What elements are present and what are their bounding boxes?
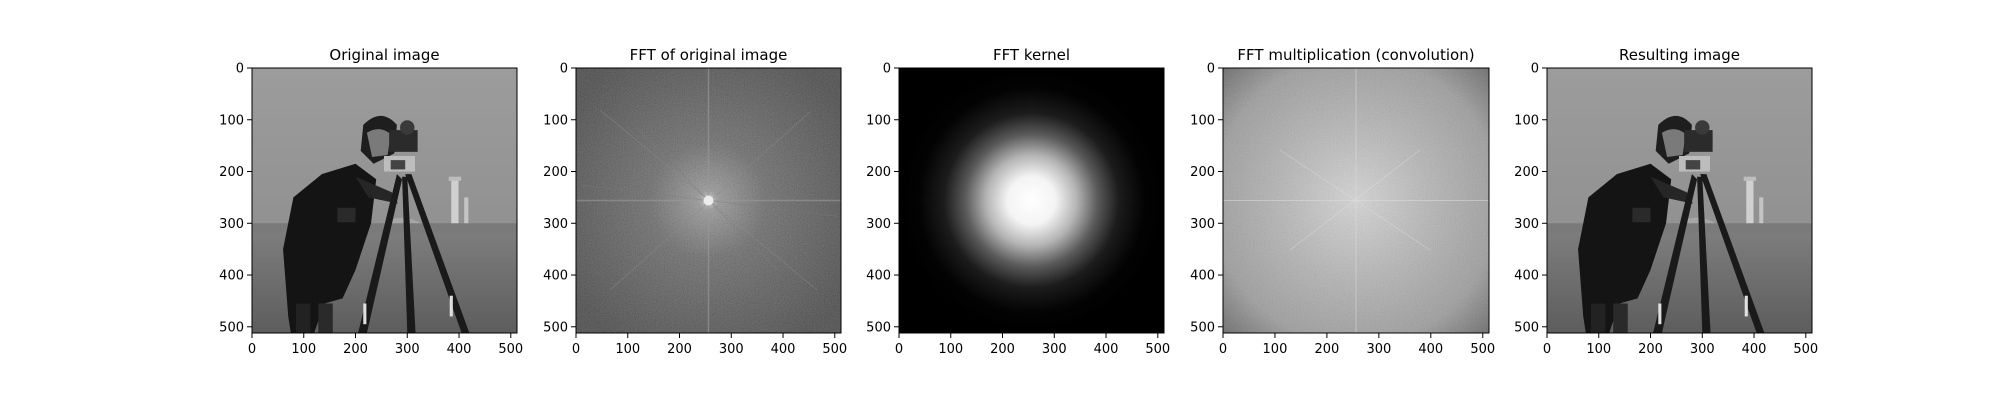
panel-title: FFT kernel <box>993 46 1070 64</box>
x-tick-label: 400 <box>1742 342 1767 357</box>
x-tick-label: 400 <box>447 342 472 357</box>
y-tick-label: 0 <box>236 62 244 77</box>
x-tick-label: 500 <box>1145 342 1170 357</box>
x-axis: 0 100 200 300 400 500 <box>1543 333 1818 357</box>
x-tick-label: 300 <box>719 342 744 357</box>
y-tick-label: 100 <box>219 113 244 128</box>
y-tick-label: 500 <box>1190 320 1215 335</box>
y-tick-label: 200 <box>543 165 568 180</box>
x-tick-label: 100 <box>938 342 963 357</box>
y-tick-label: 200 <box>219 165 244 180</box>
x-tick-label: 100 <box>291 342 316 357</box>
y-tick-label: 200 <box>1190 165 1215 180</box>
y-tick-label: 0 <box>560 62 568 77</box>
y-tick-label: 500 <box>866 320 891 335</box>
axes-frame <box>575 67 842 334</box>
image-product-spectrum <box>1223 68 1489 333</box>
image-spectrum <box>576 68 841 333</box>
image-result <box>1547 68 1812 333</box>
y-axis: 0 100 200 300 400 500 <box>543 62 576 335</box>
x-tick-label: 500 <box>1793 342 1818 357</box>
y-tick-label: 300 <box>219 217 244 232</box>
panel-fft-kernel: FFT kernel 0 100 200 300 400 500 0 100 200 300 40… <box>866 46 1170 357</box>
x-tick-label: 200 <box>343 342 368 357</box>
y-tick-label: 100 <box>543 113 568 128</box>
y-tick-label: 200 <box>1514 165 1539 180</box>
x-tick-label: 400 <box>771 342 796 357</box>
panel-resulting-image: Resulting image 0 100 200 300 400 500 0 100 200… <box>1514 46 1818 357</box>
panel-fft-multiplication: FFT multiplication (convolution) 0 100 200… <box>1190 46 1495 357</box>
image-cameraman <box>252 68 517 333</box>
panel-title: Resulting image <box>1619 46 1740 64</box>
x-tick-label: 500 <box>498 342 523 357</box>
y-tick-label: 0 <box>883 62 891 77</box>
x-tick-label: 300 <box>1366 342 1391 357</box>
x-tick-label: 200 <box>1638 342 1663 357</box>
y-tick-label: 300 <box>543 217 568 232</box>
axes-frame <box>898 67 1165 334</box>
x-axis: 0 100 200 300 400 500 <box>895 333 1170 357</box>
x-tick-label: 100 <box>615 342 640 357</box>
image-kernel <box>899 68 1164 333</box>
panel-title: FFT of original image <box>630 46 788 64</box>
x-tick-label: 0 <box>1219 342 1227 357</box>
y-tick-label: 0 <box>1531 62 1539 77</box>
y-tick-label: 500 <box>543 320 568 335</box>
y-tick-label: 400 <box>219 269 244 284</box>
axes-frame <box>1546 67 1813 334</box>
x-tick-label: 200 <box>990 342 1015 357</box>
axes-frame <box>1222 67 1490 334</box>
y-axis: 0 100 200 300 400 500 <box>1190 62 1223 335</box>
y-tick-label: 300 <box>1190 217 1215 232</box>
y-tick-label: 400 <box>866 269 891 284</box>
y-tick-label: 400 <box>1514 269 1539 284</box>
y-tick-label: 500 <box>219 320 244 335</box>
x-tick-label: 500 <box>822 342 847 357</box>
x-tick-label: 400 <box>1418 342 1443 357</box>
y-tick-label: 500 <box>1514 320 1539 335</box>
y-axis: 0 100 200 300 400 500 <box>866 62 899 335</box>
x-tick-label: 300 <box>1690 342 1715 357</box>
x-tick-label: 0 <box>572 342 580 357</box>
panel-title: Original image <box>329 46 439 64</box>
x-axis: 0 100 200 300 400 500 <box>1219 333 1495 357</box>
x-tick-label: 300 <box>1042 342 1067 357</box>
x-tick-label: 300 <box>395 342 420 357</box>
y-tick-label: 200 <box>866 165 891 180</box>
x-tick-label: 200 <box>667 342 692 357</box>
y-axis: 0 100 200 300 400 500 <box>219 62 252 335</box>
x-tick-label: 200 <box>1314 342 1339 357</box>
panel-title: FFT multiplication (convolution) <box>1237 46 1474 64</box>
panel-fft-original: FFT of original image 0 100 200 300 400 500 0… <box>543 46 847 357</box>
y-tick-label: 100 <box>1190 113 1215 128</box>
y-tick-label: 400 <box>543 269 568 284</box>
y-tick-label: 100 <box>1514 113 1539 128</box>
x-tick-label: 0 <box>248 342 256 357</box>
y-tick-label: 400 <box>1190 269 1215 284</box>
y-tick-label: 0 <box>1207 62 1215 77</box>
panel-original-image: Original image 0 100 200 300 400 500 0 100 200 3… <box>219 46 523 357</box>
x-tick-label: 500 <box>1470 342 1495 357</box>
axes-frame <box>251 67 518 334</box>
x-axis: 0 100 200 300 400 500 <box>248 333 523 357</box>
x-tick-label: 100 <box>1263 342 1288 357</box>
x-tick-label: 0 <box>1543 342 1551 357</box>
x-tick-label: 0 <box>895 342 903 357</box>
x-tick-label: 400 <box>1094 342 1119 357</box>
x-axis: 0 100 200 300 400 500 <box>572 333 847 357</box>
y-tick-label: 100 <box>866 113 891 128</box>
y-tick-label: 300 <box>866 217 891 232</box>
x-tick-label: 100 <box>1586 342 1611 357</box>
y-axis: 0 100 200 300 400 500 <box>1514 62 1547 335</box>
y-tick-label: 300 <box>1514 217 1539 232</box>
